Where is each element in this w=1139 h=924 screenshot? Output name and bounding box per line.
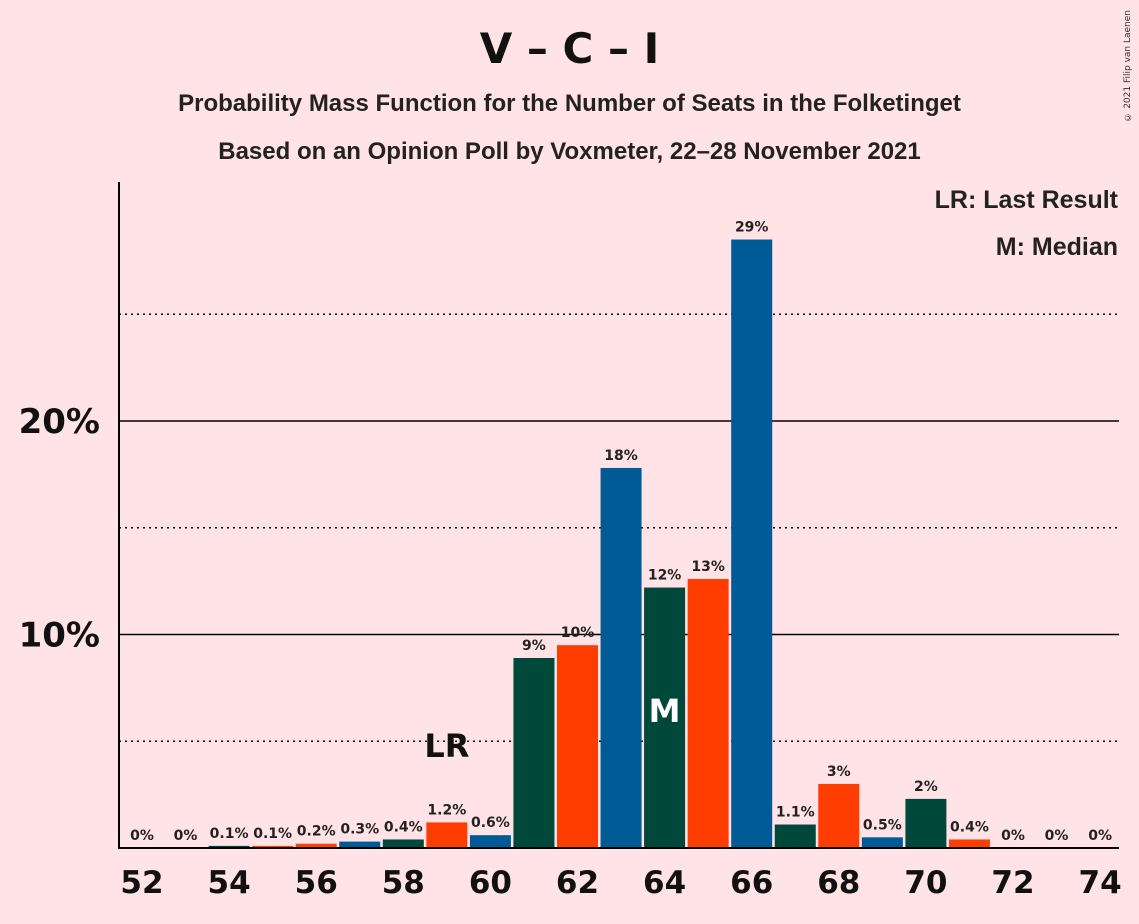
- x-tick-label: 54: [208, 865, 251, 901]
- bar-value-label: 0%: [1045, 828, 1069, 844]
- legend-median: M: Median: [995, 233, 1118, 261]
- bar: [426, 822, 468, 848]
- bar-value-label: 10%: [561, 625, 595, 641]
- bar-value-label: 29%: [735, 220, 769, 236]
- bar-value-label: 12%: [648, 568, 682, 584]
- bar: [513, 657, 555, 848]
- x-tick-label: 66: [730, 865, 773, 901]
- bar: [861, 837, 903, 848]
- bar: [774, 824, 816, 848]
- bar-value-label: 0%: [1001, 828, 1025, 844]
- y-tick-label: 10%: [19, 616, 100, 656]
- bar: [948, 839, 990, 848]
- chart-subtitle: Probability Mass Function for the Number…: [178, 90, 961, 117]
- y-axis-tick-labels: 10% 20%: [19, 402, 100, 656]
- x-tick-label: 60: [469, 865, 512, 901]
- x-tick-label: 58: [382, 865, 425, 901]
- bar-value-label: 2%: [914, 779, 938, 795]
- bar-value-label: 0%: [130, 828, 154, 844]
- chart-title: V – C – I: [479, 24, 660, 73]
- median-marker: M: [649, 692, 681, 730]
- bar-value-label: 13%: [691, 559, 725, 575]
- bar-value-label: 0.5%: [863, 817, 902, 833]
- bar: [295, 843, 337, 848]
- bar-value-label: 0.4%: [384, 819, 423, 835]
- bar: [644, 587, 686, 848]
- bar: [600, 467, 642, 848]
- bar-value-label: 0.2%: [297, 824, 336, 840]
- markers: LR M: [424, 692, 680, 765]
- bar-value-label: 1.1%: [776, 805, 815, 821]
- bar-value-label: 3%: [827, 764, 851, 780]
- bar-value-label: 0.1%: [210, 826, 249, 842]
- bar: [818, 783, 860, 848]
- bar: [731, 239, 773, 848]
- bar-value-label: 0.1%: [253, 826, 292, 842]
- y-tick-label: 20%: [19, 402, 100, 442]
- x-axis-tick-labels: 52 54 56 58 60 62 64 66 68 70 72 74: [120, 865, 1121, 901]
- bar: [469, 835, 511, 848]
- bar-value-label: 0.4%: [950, 819, 989, 835]
- bar-value-label: 0%: [174, 828, 198, 844]
- bar-value-label: 9%: [522, 638, 546, 654]
- axes: [118, 182, 1119, 849]
- bar-value-label: 0.3%: [340, 822, 379, 838]
- bar: [382, 839, 424, 848]
- bars: [208, 239, 990, 848]
- bar-value-label: 0.6%: [471, 815, 510, 831]
- legend-last-result: LR: Last Result: [934, 186, 1118, 214]
- bar: [905, 798, 947, 848]
- x-tick-label: 70: [904, 865, 947, 901]
- x-tick-label: 72: [991, 865, 1034, 901]
- bar-value-label: 18%: [604, 448, 638, 464]
- x-tick-label: 62: [556, 865, 599, 901]
- x-tick-label: 68: [817, 865, 860, 901]
- bar: [557, 645, 598, 848]
- bar: [339, 841, 381, 848]
- bar-value-label: 0%: [1088, 828, 1112, 844]
- x-tick-label: 74: [1079, 865, 1122, 901]
- bar: [687, 578, 729, 848]
- x-tick-label: 52: [120, 865, 163, 901]
- bar-value-labels: 0% 0% 0.1% 0.1% 0.2% 0.3% 0.4%1.2%0.6%9%10%18%…: [130, 220, 1112, 844]
- last-result-marker: LR: [424, 727, 469, 765]
- x-tick-label: 64: [643, 865, 686, 901]
- bar: [208, 845, 250, 848]
- bar: [252, 845, 294, 848]
- x-tick-label: 56: [295, 865, 338, 901]
- chart-subtitle-poll: Based on an Opinion Poll by Voxmeter, 22…: [218, 138, 921, 165]
- bar-value-label: 1.2%: [427, 802, 466, 818]
